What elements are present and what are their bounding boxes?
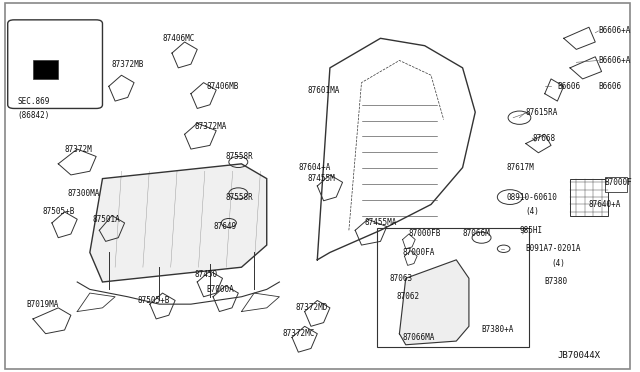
Text: 87450: 87450 xyxy=(194,270,217,279)
Text: 87000FB: 87000FB xyxy=(409,230,441,238)
Text: B6606: B6606 xyxy=(557,82,580,91)
Text: B7380: B7380 xyxy=(545,278,568,286)
Text: 87668: 87668 xyxy=(532,134,556,142)
Text: 87372MA: 87372MA xyxy=(194,122,227,131)
Text: 87501A: 87501A xyxy=(93,215,121,224)
Text: 87372MB: 87372MB xyxy=(112,60,145,69)
Text: B7019MA: B7019MA xyxy=(27,300,59,309)
Text: B6606+A: B6606+A xyxy=(598,26,631,35)
Text: 87505+B: 87505+B xyxy=(42,207,75,217)
Text: (4): (4) xyxy=(551,259,565,268)
Bar xyxy=(378,228,529,347)
Text: 87505+B: 87505+B xyxy=(137,296,170,305)
Text: 87062: 87062 xyxy=(396,292,419,301)
Text: 87601MA: 87601MA xyxy=(308,86,340,94)
Bar xyxy=(33,61,58,79)
Text: B6606: B6606 xyxy=(598,82,621,91)
Text: 87558R: 87558R xyxy=(226,152,253,161)
Text: 08910-60610: 08910-60610 xyxy=(507,193,557,202)
Text: 87649: 87649 xyxy=(213,222,236,231)
Text: B091A7-0201A: B091A7-0201A xyxy=(526,244,581,253)
Text: 87372MD: 87372MD xyxy=(295,303,328,312)
Text: 87406MB: 87406MB xyxy=(207,82,239,91)
Text: B6606+A: B6606+A xyxy=(598,56,631,65)
Text: 87000FA: 87000FA xyxy=(403,248,435,257)
FancyBboxPatch shape xyxy=(8,20,102,109)
Bar xyxy=(605,177,627,192)
Text: 87372MC: 87372MC xyxy=(282,329,315,338)
Bar xyxy=(570,179,608,215)
Text: 87066MA: 87066MA xyxy=(403,333,435,342)
Text: 87604+A: 87604+A xyxy=(298,163,331,172)
Text: 87300MA: 87300MA xyxy=(68,189,100,198)
Text: 87640+A: 87640+A xyxy=(589,200,621,209)
Text: SEC.869: SEC.869 xyxy=(17,97,49,106)
Text: 87617M: 87617M xyxy=(507,163,534,172)
Text: 87066M: 87066M xyxy=(463,230,490,238)
Text: 87372M: 87372M xyxy=(65,145,92,154)
Text: B7380+A: B7380+A xyxy=(481,326,514,334)
Text: B7000A: B7000A xyxy=(207,285,234,294)
Text: 87558R: 87558R xyxy=(226,193,253,202)
Text: B7000F: B7000F xyxy=(605,178,632,187)
Text: 87455MA: 87455MA xyxy=(365,218,397,227)
Bar xyxy=(507,234,529,243)
Polygon shape xyxy=(90,164,267,282)
Text: (4): (4) xyxy=(526,207,540,217)
Text: JB70044X: JB70044X xyxy=(557,351,600,360)
Text: 985HI: 985HI xyxy=(520,226,543,235)
Text: (86842): (86842) xyxy=(17,111,49,121)
Text: 87406MC: 87406MC xyxy=(163,34,195,43)
Text: 87615RA: 87615RA xyxy=(526,108,558,117)
Text: 87455M: 87455M xyxy=(308,174,335,183)
Polygon shape xyxy=(399,260,469,345)
Text: 87063: 87063 xyxy=(390,274,413,283)
